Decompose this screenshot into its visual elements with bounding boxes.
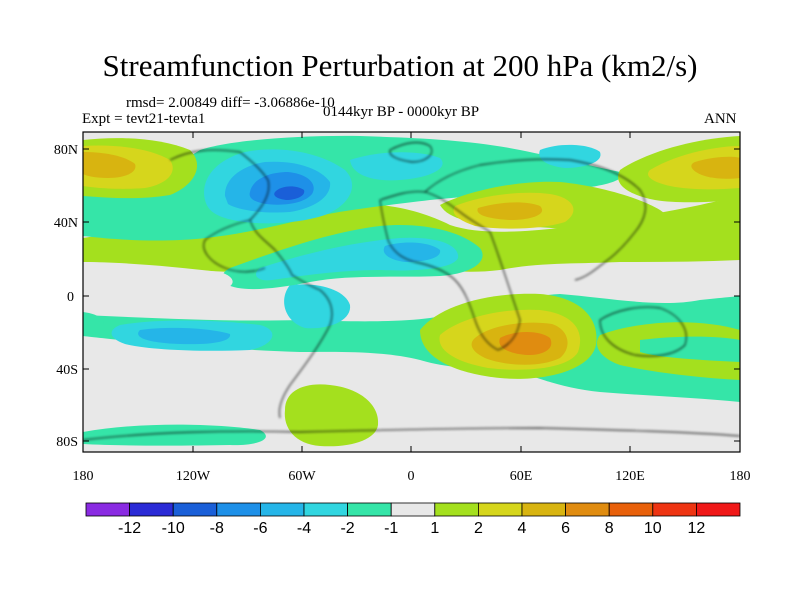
contour-north-atlantic-low	[350, 152, 443, 181]
contour-siberia-low	[539, 144, 601, 168]
colorbar-swatch	[347, 502, 392, 517]
lon-label-180e: 180	[730, 469, 751, 484]
contour-south-pacific-low-core	[138, 327, 231, 345]
colorbar-swatch	[85, 502, 130, 517]
lat-label-40s: 40S	[56, 363, 78, 378]
colorbar-label: 2	[474, 520, 483, 537]
lon-label-60w: 60W	[288, 469, 316, 484]
colorbar-swatch	[129, 502, 174, 517]
axis-ticks	[82, 132, 741, 452]
lat-label-80s: 80S	[56, 435, 78, 450]
colorbar-swatch	[477, 502, 523, 517]
greenland-coast	[389, 142, 433, 163]
contour-fill	[83, 132, 740, 452]
colorbar-label: 12	[688, 520, 706, 537]
colorbar-label: -8	[210, 520, 224, 537]
contour-australia-low	[640, 336, 740, 362]
stats-label: rmsd= 2.00849 diff= -3.06886e-10	[126, 95, 335, 111]
antarctica-coast	[83, 427, 740, 441]
colorbar-label: 6	[561, 520, 570, 537]
colorbar-label: -1	[384, 520, 398, 537]
contour-sahel-low-core	[383, 242, 441, 262]
contour-pacific-high-west-6	[83, 152, 136, 178]
africa-coast	[379, 191, 521, 351]
eurasia-coast	[424, 158, 646, 281]
contour-south-atlantic-low	[284, 284, 351, 329]
lon-label-0: 0	[408, 469, 415, 484]
colorbar-label: 4	[518, 520, 527, 537]
colorbar-swatch	[172, 502, 218, 517]
lon-label-180w: 180	[73, 469, 94, 484]
coastlines	[83, 142, 740, 441]
colorbar-label: 1	[430, 520, 439, 537]
colorbar-swatch	[696, 502, 741, 517]
colorbar-swatch	[521, 502, 566, 517]
australia-coast	[599, 306, 687, 357]
colorbar-swatch	[259, 502, 305, 517]
colorbar-swatch	[216, 502, 261, 517]
colorbar-label: 8	[605, 520, 614, 537]
colorbar-swatch	[565, 502, 610, 517]
contour-equatorial-pacific-neutral	[83, 262, 233, 293]
colorbar-label: -12	[118, 520, 141, 537]
americas-coast	[169, 149, 333, 419]
lon-label-120w: 120W	[176, 469, 211, 484]
contour-antarctic-low	[83, 424, 266, 446]
lat-label-80n: 80N	[54, 143, 78, 158]
contour-mediterranean-high-6	[477, 202, 543, 220]
central-america-coast	[203, 219, 266, 273]
lon-label-120e: 120E	[615, 469, 645, 484]
contour-west-edge	[83, 312, 104, 335]
period-label: 0144kyr BP - 0000kyr BP	[323, 104, 480, 120]
colorbar-swatch	[608, 502, 654, 517]
plot-title: Streamfunction Perturbation at 200 hPa (…	[102, 48, 698, 83]
contour-pacific-high-east-6	[691, 156, 740, 179]
colorbar-swatch	[303, 502, 348, 517]
colorbar-swatch	[390, 502, 436, 517]
lat-label-40n: 40N	[54, 216, 78, 231]
colorbar-label: -4	[297, 520, 311, 537]
colorbar-label: 10	[644, 520, 662, 537]
season-label: ANN	[704, 111, 737, 127]
lon-label-60e: 60E	[510, 469, 533, 484]
colorbar-label: -6	[253, 520, 267, 537]
colorbar-swatch	[434, 502, 479, 517]
contour-canada-low-8	[274, 186, 305, 200]
colorbar-label: -10	[162, 520, 185, 537]
contour-indian-high-8	[499, 332, 552, 355]
colorbar: -12 -10 -8 -6 -4 -2 -1 1 2 4 6 8 10 12	[85, 502, 741, 537]
lat-label-0: 0	[67, 290, 74, 305]
colorbar-swatch	[652, 502, 697, 517]
colorbar-label: -2	[340, 520, 354, 537]
experiment-label: Expt = tevt21-tevta1	[82, 111, 206, 127]
